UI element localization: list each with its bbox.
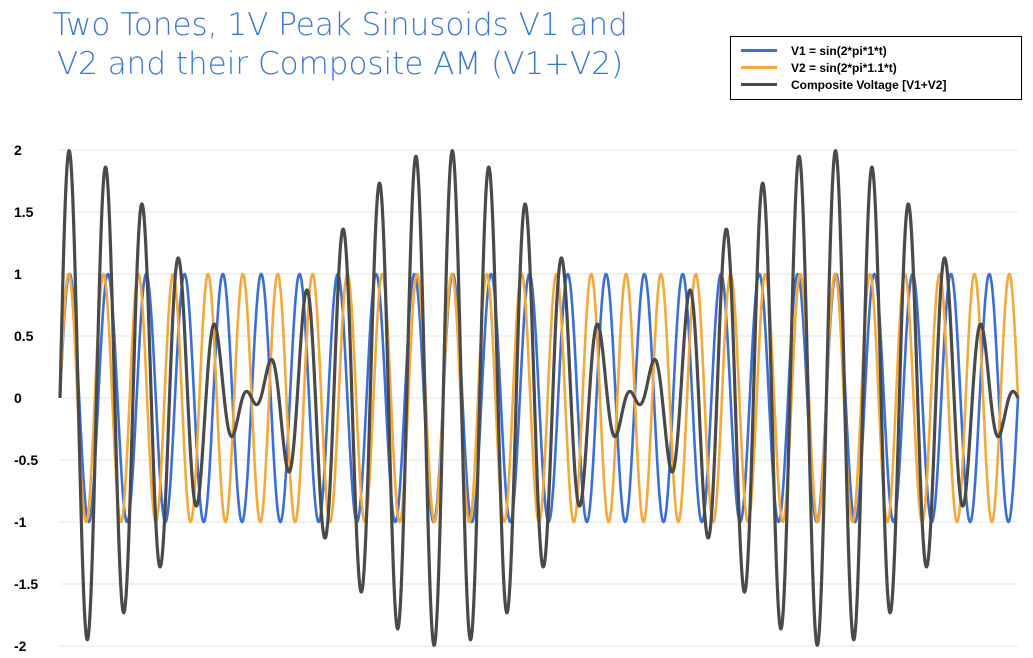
legend-label-v1: V1 = sin(2*pi*1*t) — [791, 43, 887, 58]
series-composite-line — [58, 149, 1020, 647]
legend: V1 = sin(2*pi*1*t) V2 = sin(2*pi*1.1*t) … — [730, 36, 1022, 100]
legend-item-v1: V1 = sin(2*pi*1*t) — [741, 42, 1021, 59]
y-tick-label: 2 — [14, 142, 22, 158]
y-tick-label: 1 — [14, 266, 22, 282]
y-axis-ticks: 2 1.5 1 0.5 0 -0.5 -1 -1.5 -2 — [14, 142, 38, 654]
y-tick-label: -1 — [14, 514, 27, 530]
y-tick-label: -0.5 — [14, 452, 38, 468]
y-tick-label: 0.5 — [14, 328, 34, 344]
y-tick-label: 0 — [14, 390, 22, 406]
legend-swatch-v1 — [741, 49, 777, 52]
chart-title: Two Tones, 1V Peak Sinusoids V1 and V2 a… — [20, 6, 660, 84]
series-lines — [58, 149, 1020, 647]
legend-item-v2: V2 = sin(2*pi*1.1*t) — [741, 59, 1021, 76]
legend-swatch-composite — [741, 83, 777, 86]
chart-title-line-2: V2 and their Composite AM (V1+V2) — [56, 46, 624, 82]
series-v1-line — [58, 272, 1020, 524]
legend-item-composite: Composite Voltage [V1+V2] — [741, 76, 1021, 93]
legend-swatch-v2 — [741, 66, 777, 69]
chart-title-line-1: Two Tones, 1V Peak Sinusoids V1 and — [52, 7, 628, 43]
legend-label-v2: V2 = sin(2*pi*1.1*t) — [791, 60, 897, 75]
y-tick-label: 1.5 — [14, 204, 34, 220]
y-tick-label: -1.5 — [14, 576, 38, 592]
legend-label-composite: Composite Voltage [V1+V2] — [791, 77, 947, 92]
y-tick-label: -2 — [14, 638, 27, 654]
